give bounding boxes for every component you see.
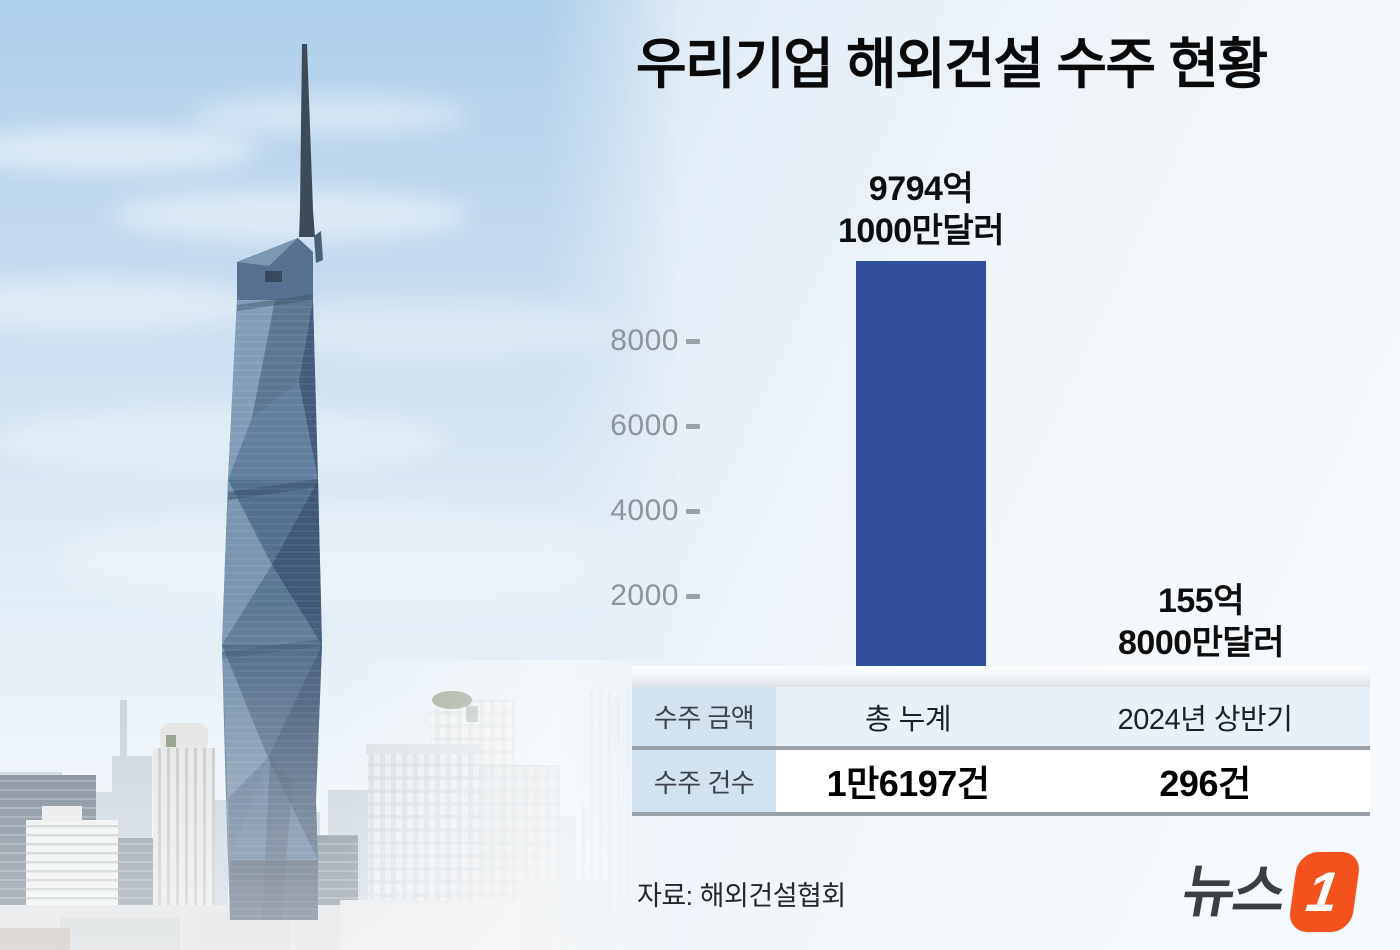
y-tick-8000: 8000 — [556, 324, 700, 358]
bar-total-value-line1: 9794억 — [868, 170, 974, 208]
summary-table: 수주 금액 총 누계 2024년 상반기 수주 건수 1만6197건 296건 — [632, 687, 1370, 816]
tick-dash — [686, 338, 700, 344]
table-row-amount: 수주 금액 총 누계 2024년 상반기 — [632, 687, 1370, 746]
y-tick-label: 6000 — [610, 409, 679, 442]
y-tick-label: 8000 — [610, 324, 679, 357]
page-title: 우리기업 해외건설 수주 현황 — [636, 33, 1268, 95]
tick-dash — [686, 593, 700, 599]
amount-category-2024: 2024년 상반기 — [1117, 703, 1293, 736]
bar-total-value-label: 9794억 1000만달러 — [771, 168, 1071, 252]
news1-logo-numeral: 1 — [1302, 860, 1343, 923]
chart-baseline-band — [632, 666, 1370, 687]
news1-logo-text: 뉴스 — [1177, 859, 1290, 924]
count-2024: 296건 — [1159, 763, 1251, 804]
source-credit: 자료: 해외건설협회 — [637, 881, 846, 911]
news1-logo: 뉴스 1 — [1177, 852, 1362, 932]
city-photo — [0, 0, 680, 950]
y-tick-6000: 6000 — [556, 409, 700, 443]
bar-2024-value-line1: 155억 — [1157, 582, 1245, 620]
count-total: 1만6197건 — [826, 763, 990, 804]
tower-spire — [299, 44, 315, 237]
y-tick-4000: 4000 — [556, 494, 700, 528]
y-tick-2000: 2000 — [556, 579, 700, 613]
row-header-amount: 수주 금액 — [632, 687, 776, 746]
y-tick-label: 4000 — [610, 494, 679, 527]
row-header-count: 수주 건수 — [632, 750, 776, 812]
clouds — [0, 95, 660, 610]
amount-category-total: 총 누계 — [864, 703, 952, 736]
tick-dash — [686, 508, 700, 514]
table-row-count: 수주 건수 1만6197건 296건 — [632, 750, 1370, 812]
haze — [0, 600, 680, 950]
table-bottom-border — [632, 812, 1370, 816]
table-divider — [632, 746, 1370, 750]
bar-2024-value-line2: 8000만달러 — [1118, 624, 1284, 663]
bar-total — [856, 261, 986, 687]
y-tick-label: 2000 — [610, 579, 679, 612]
bar-total-value-line2: 1000만달러 — [838, 212, 1004, 251]
news1-logo-badge: 1 — [1287, 852, 1362, 932]
bar-2024-value-label: 155억 8000만달러 — [1051, 580, 1351, 664]
tick-dash — [686, 423, 700, 429]
